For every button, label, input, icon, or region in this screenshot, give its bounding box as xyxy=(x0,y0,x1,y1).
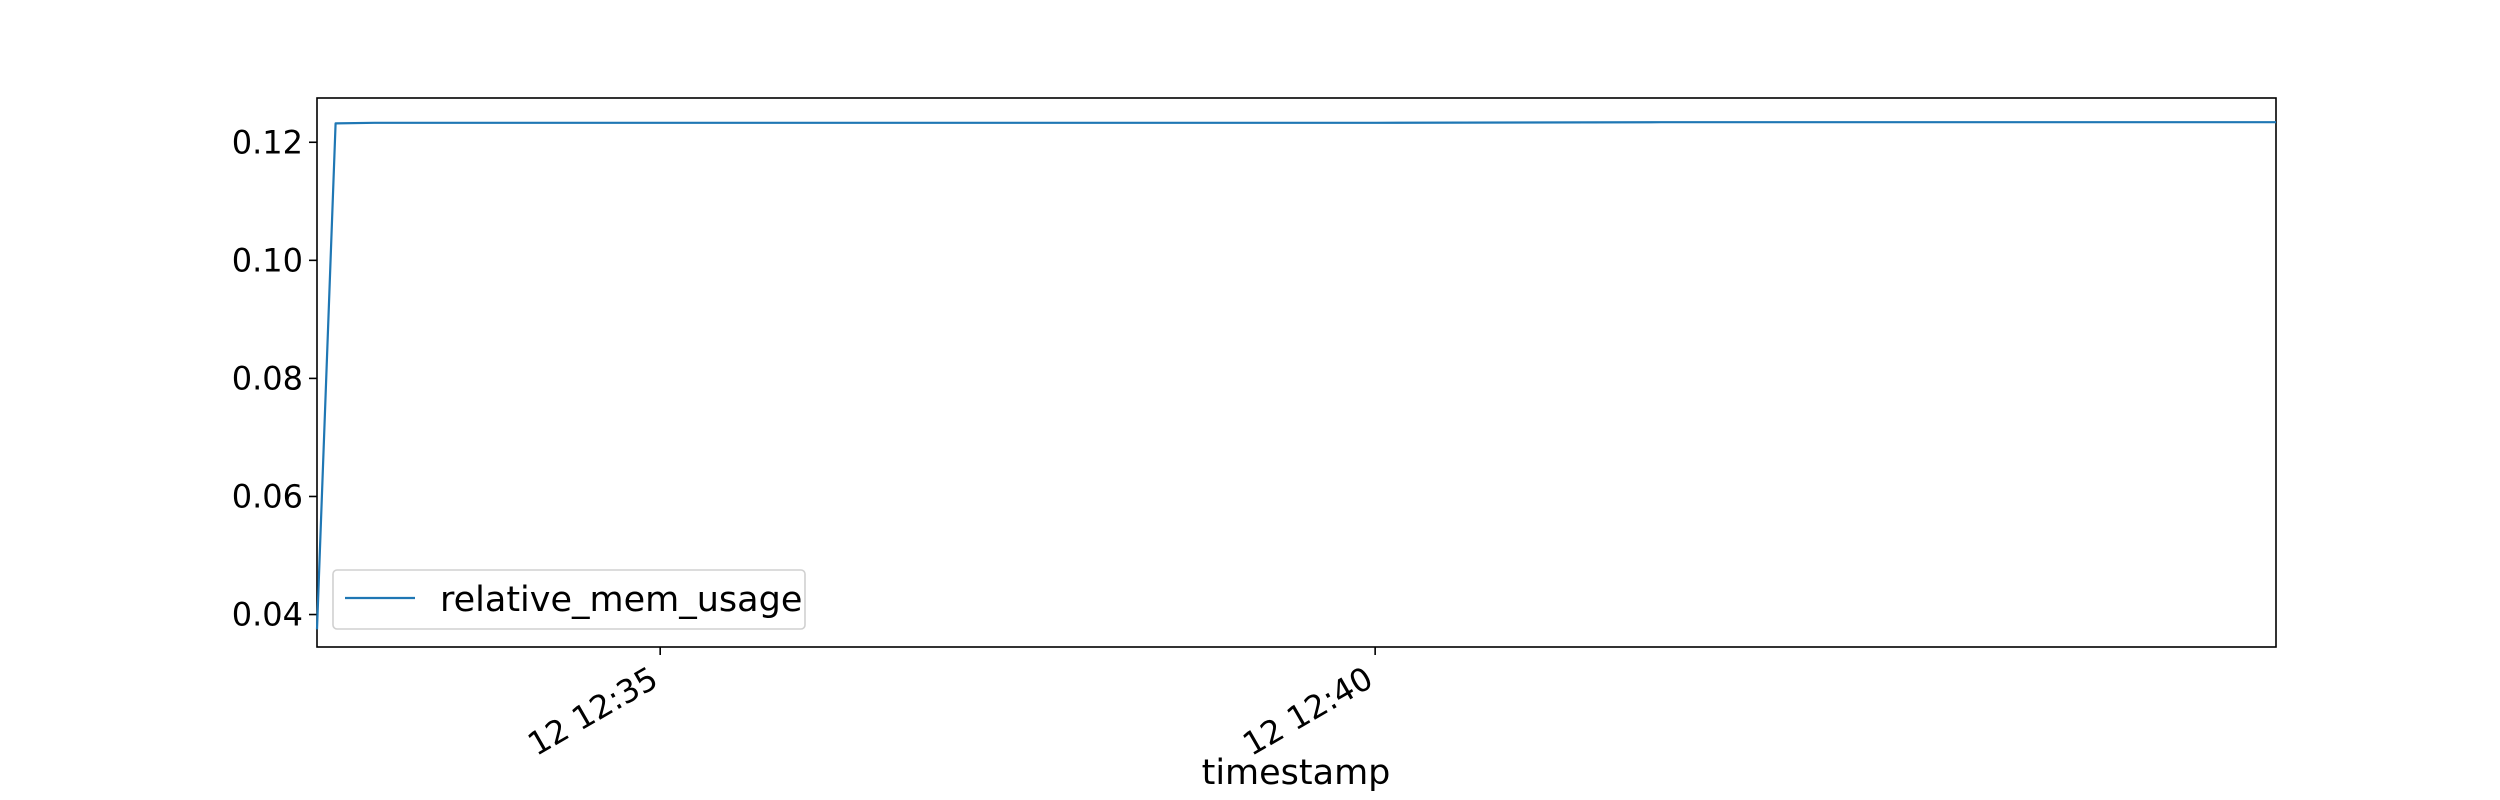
y-axis: 0.04 0.06 0.08 0.10 0.12 xyxy=(232,123,317,634)
x-tick-label: 12 12:40 xyxy=(1236,659,1379,763)
plot-area xyxy=(316,97,2277,648)
x-tick-label: 12 12:35 xyxy=(521,659,664,763)
legend: relative_mem_usage xyxy=(332,569,806,630)
y-tick-label: 0.04 xyxy=(232,596,303,634)
legend-box xyxy=(332,569,806,630)
x-axis: 12 12:35 12 12:40 xyxy=(521,647,1379,763)
y-tick-label: 0.08 xyxy=(232,359,303,397)
x-axis-label: timestamp xyxy=(1202,753,1391,793)
series-line-relative_mem_usage xyxy=(315,121,2276,630)
series-layer xyxy=(315,121,2276,630)
legend-label: relative_mem_usage xyxy=(440,580,802,620)
y-tick-label: 0.10 xyxy=(232,241,303,279)
y-tick-label: 0.06 xyxy=(232,477,303,515)
y-tick-label: 0.12 xyxy=(232,123,303,161)
